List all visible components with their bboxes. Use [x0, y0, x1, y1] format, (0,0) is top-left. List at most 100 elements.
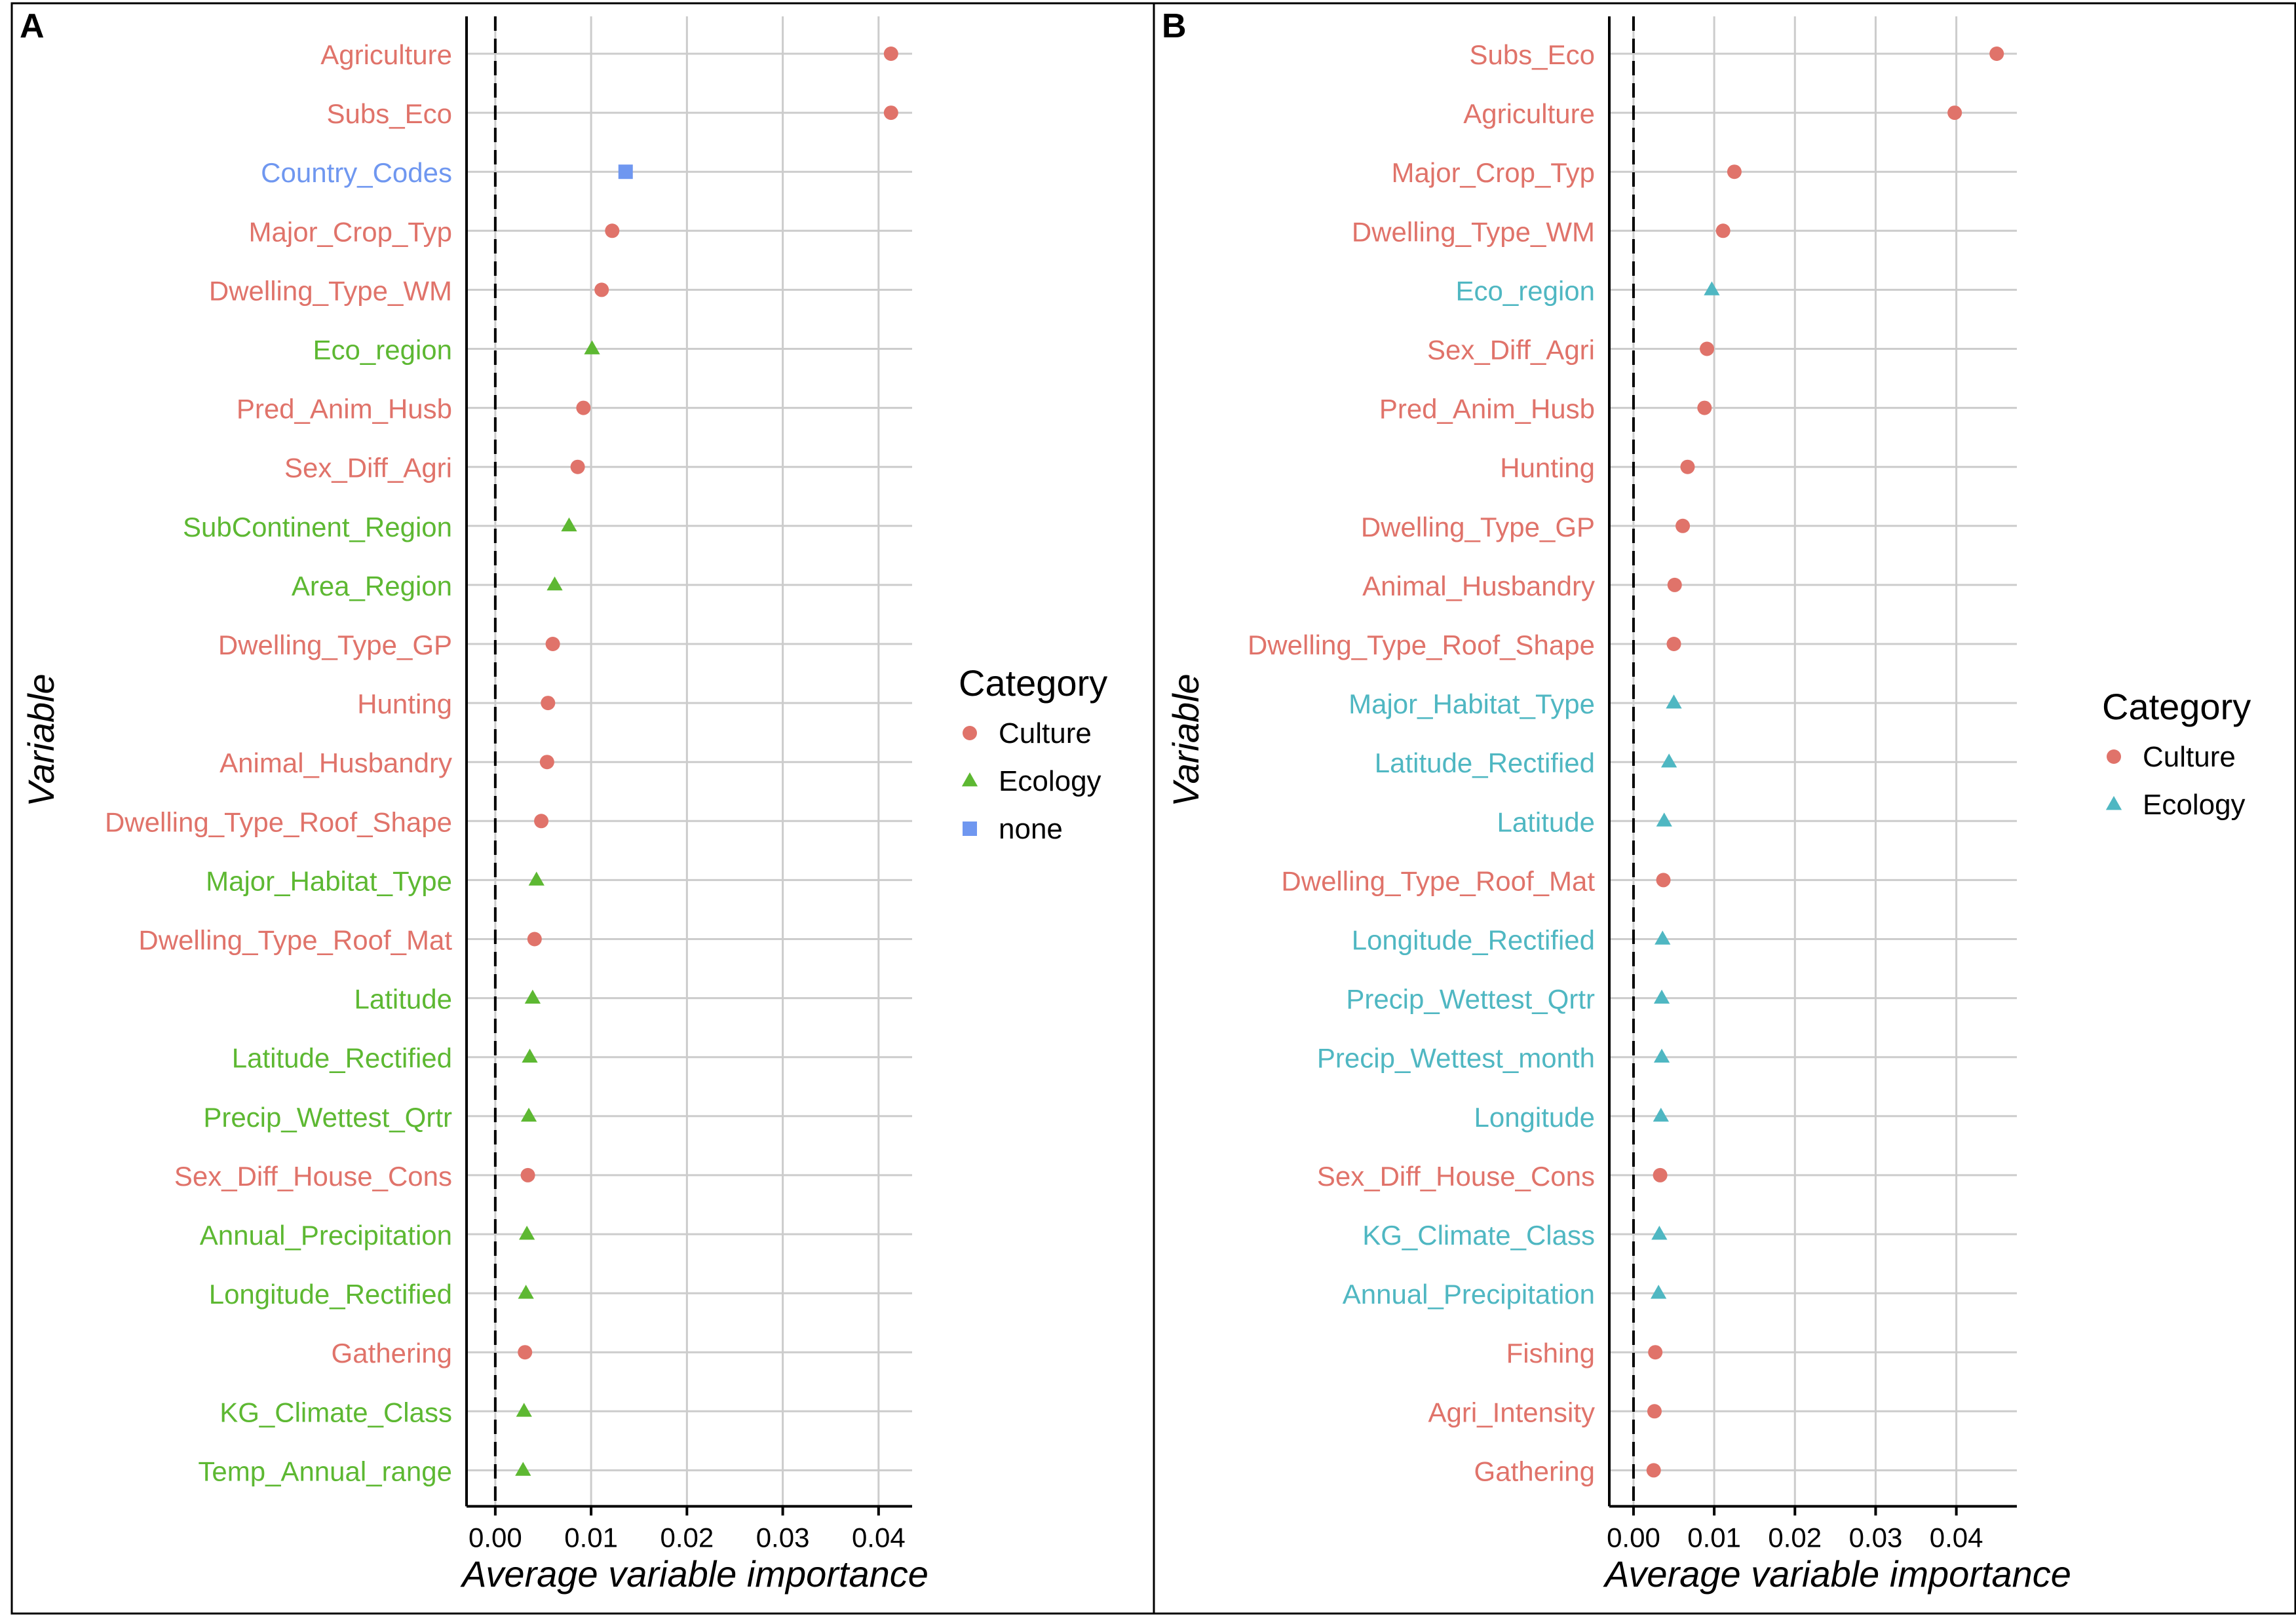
y-tick-label-agriculture: Agriculture: [320, 39, 452, 70]
point-annual-precipitation: [1651, 1285, 1667, 1299]
point-hunting: [1680, 459, 1695, 474]
point-dwelling-type-gp: [1675, 518, 1691, 533]
point-kg-climate-class: [516, 1403, 532, 1417]
y-tick-label-latitude: Latitude: [354, 984, 452, 1015]
y-tick-label-temp-annual-range: Temp_Annual_range: [198, 1456, 452, 1486]
point-major-crop-typ: [605, 223, 620, 238]
y-tick-label-area-region: Area_Region: [292, 571, 452, 601]
y-tick-label-fishing: Fishing: [1506, 1338, 1595, 1369]
panel-a-y-axis-label: Variable: [20, 673, 62, 806]
y-tick-label-longitude-rectified: Longitude_Rectified: [1352, 925, 1595, 956]
x-tick-label: 0.00: [1607, 1522, 1660, 1553]
y-tick-label-precip-wettest-month: Precip_Wettest_month: [1317, 1043, 1595, 1074]
y-tick-label-major-habitat-type: Major_Habitat_Type: [1349, 689, 1595, 719]
panel-b-frame: [1153, 2, 2296, 1615]
legend-label-ecology: Ecology: [999, 765, 1101, 797]
legend-key-culture: [2107, 749, 2121, 764]
point-pred-anim-husb: [576, 400, 591, 415]
y-tick-label-sex-diff-agri: Sex_Diff_Agri: [284, 453, 452, 483]
y-tick-label-major-habitat-type: Major_Habitat_Type: [206, 865, 452, 896]
panel-a-points: [515, 47, 898, 1476]
point-gathering: [518, 1345, 533, 1360]
panel-a: A Agriculture Subs_Eco Country_Codes Major_…: [20, 7, 1107, 1595]
y-tick-label-agriculture: Agriculture: [1463, 98, 1595, 129]
point-dwelling-type-roof-mat: [527, 932, 542, 947]
point-longitude: [1653, 1107, 1669, 1122]
legend-key-none: [963, 821, 977, 836]
point-sex-diff-house-cons: [520, 1167, 535, 1182]
point-major-habitat-type: [1666, 694, 1682, 709]
point-kg-climate-class: [1651, 1226, 1668, 1240]
panel-b-x-axis-label: Average variable importance: [1603, 1553, 2071, 1595]
panel-a-grid: [467, 16, 912, 1507]
y-tick-label-latitude-rectified: Latitude_Rectified: [1375, 747, 1595, 778]
point-area-region: [546, 576, 563, 591]
panel-b-grid: [1609, 16, 2017, 1507]
panel-a-x-axis-label: Average variable importance: [460, 1553, 928, 1595]
legend-key-ecology: [2105, 796, 2122, 810]
point-sex-diff-house-cons: [1653, 1167, 1668, 1182]
y-tick-label-precip-wettest-qrtr: Precip_Wettest_Qrtr: [203, 1102, 452, 1133]
x-tick-label: 0.02: [1768, 1522, 1822, 1553]
panel-b: B Subs_Eco Agriculture Major_Crop_Typ Dwell…: [1162, 7, 2251, 1595]
point-latitude: [1656, 812, 1672, 827]
y-tick-label-sex-diff-house-cons: Sex_Diff_House_Cons: [174, 1161, 452, 1192]
point-latitude: [524, 989, 541, 1004]
point-animal-husbandry: [539, 755, 554, 770]
y-tick-label-eco-region: Eco_region: [313, 335, 452, 366]
y-tick-label-hunting: Hunting: [357, 689, 452, 719]
legend-label-culture: Culture: [999, 717, 1092, 749]
legend-label-culture: Culture: [2143, 741, 2236, 773]
panel-a-x-ticks: 0.00 0.01 0.02 0.03 0.04: [469, 1506, 906, 1553]
y-tick-label-agri-intensity: Agri_Intensity: [1428, 1397, 1595, 1427]
y-tick-label-subcontinent-region: SubContinent_Region: [183, 512, 452, 542]
point-fishing: [1648, 1345, 1663, 1360]
y-tick-label-hunting: Hunting: [1500, 453, 1595, 483]
y-tick-label-eco-region: Eco_region: [1456, 275, 1595, 306]
point-eco-region: [1704, 281, 1720, 295]
point-latitude-rectified: [1661, 753, 1677, 768]
panel-b-y-tick-labels: Subs_Eco Agriculture Major_Crop_Typ Dwellin…: [1248, 39, 1595, 1486]
panel-b-y-axis-label: Variable: [1165, 673, 1206, 806]
y-tick-label-precip-wettest-qrtr: Precip_Wettest_Qrtr: [1346, 984, 1595, 1015]
panel-b-points: [1646, 47, 2004, 1478]
panel-b-x-ticks: 0.00 0.01 0.02 0.03 0.04: [1607, 1506, 1983, 1553]
point-dwelling-type-wm: [1715, 223, 1731, 238]
y-tick-label-pred-anim-husb: Pred_Anim_Husb: [1379, 394, 1595, 425]
point-dwelling-type-roof-mat: [1656, 873, 1671, 888]
y-tick-label-major-crop-typ: Major_Crop_Typ: [1392, 157, 1595, 188]
panel-b-label: B: [1162, 7, 1187, 45]
point-animal-husbandry: [1667, 577, 1682, 592]
y-tick-label-country-codes: Country_Codes: [261, 157, 452, 188]
y-tick-label-dwelling-type-gp: Dwelling_Type_GP: [218, 630, 452, 660]
y-tick-label-dwelling-type-roof-mat: Dwelling_Type_Roof_Mat: [138, 925, 452, 956]
y-tick-label-dwelling-type-roof-shape: Dwelling_Type_Roof_Shape: [105, 806, 452, 837]
x-tick-label: 0.00: [469, 1522, 522, 1553]
panel-b-legend: Category Culture Ecology: [2102, 686, 2251, 821]
y-tick-label-kg-climate-class: KG_Climate_Class: [1362, 1220, 1595, 1251]
panel-a-legend-title: Category: [959, 662, 1107, 704]
x-tick-label: 0.04: [1930, 1522, 1983, 1553]
y-tick-label-animal-husbandry: Animal_Husbandry: [220, 747, 452, 778]
point-latitude-rectified: [522, 1048, 538, 1063]
point-precip-wettest-month: [1653, 1048, 1670, 1063]
y-tick-label-dwelling-type-gp: Dwelling_Type_GP: [1361, 512, 1595, 542]
y-tick-label-kg-climate-class: KG_Climate_Class: [220, 1397, 452, 1427]
x-tick-label: 0.03: [1849, 1522, 1903, 1553]
point-subs-eco: [1989, 47, 2004, 61]
legend-label-none: none: [999, 813, 1063, 845]
y-tick-label-subs-eco: Subs_Eco: [327, 98, 452, 129]
y-tick-label-subs-eco: Subs_Eco: [1470, 39, 1595, 70]
point-sex-diff-agri: [1700, 341, 1715, 356]
y-tick-label-major-crop-typ: Major_Crop_Typ: [249, 216, 452, 247]
legend-key-ecology: [961, 772, 978, 787]
y-tick-label-animal-husbandry: Animal_Husbandry: [1362, 571, 1595, 601]
y-tick-label-sex-diff-house-cons: Sex_Diff_House_Cons: [1317, 1161, 1595, 1192]
point-dwelling-type-wm: [594, 282, 609, 297]
panel-a-y-tick-labels: Agriculture Subs_Eco Country_Codes Major_Cr…: [105, 39, 452, 1486]
legend-key-culture: [963, 726, 977, 740]
point-agri-intensity: [1647, 1404, 1662, 1419]
y-tick-label-latitude: Latitude: [1497, 806, 1595, 837]
point-agriculture: [1947, 105, 1962, 121]
